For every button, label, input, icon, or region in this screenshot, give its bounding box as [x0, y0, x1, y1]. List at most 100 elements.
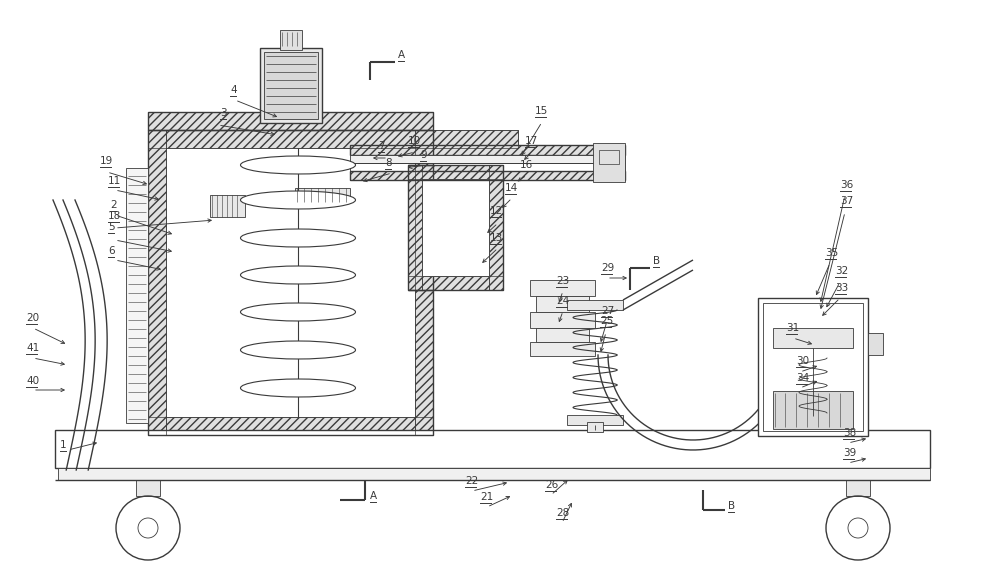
Bar	[148, 112, 433, 130]
Bar	[433, 130, 518, 148]
Bar	[295, 188, 350, 202]
Bar	[408, 276, 503, 290]
Bar	[868, 333, 883, 355]
Ellipse shape	[240, 229, 356, 247]
Bar	[136, 480, 160, 496]
Ellipse shape	[240, 191, 356, 209]
Bar	[587, 422, 603, 432]
Text: 11: 11	[108, 176, 121, 186]
Bar	[599, 150, 619, 164]
Text: 35: 35	[825, 248, 838, 258]
Bar	[55, 430, 930, 468]
Bar	[763, 303, 863, 431]
Text: 7: 7	[378, 141, 385, 151]
Bar	[148, 130, 433, 435]
Bar	[126, 168, 148, 423]
Text: 22: 22	[465, 476, 478, 486]
Text: 32: 32	[835, 266, 848, 276]
Bar	[280, 30, 302, 50]
Bar	[536, 296, 589, 312]
Text: 2: 2	[110, 200, 117, 210]
Text: 23: 23	[556, 276, 569, 286]
Bar	[846, 480, 870, 496]
Bar	[210, 195, 245, 217]
Bar	[408, 165, 422, 290]
Bar	[415, 130, 433, 435]
Bar	[148, 130, 166, 435]
Bar	[593, 143, 625, 182]
Text: 40: 40	[26, 376, 39, 386]
Ellipse shape	[240, 379, 356, 397]
Bar	[264, 52, 318, 119]
Text: 24: 24	[556, 296, 569, 306]
Bar	[433, 130, 518, 148]
Text: 14: 14	[505, 183, 518, 193]
Bar	[567, 300, 623, 310]
Ellipse shape	[240, 341, 356, 359]
Text: 20: 20	[26, 313, 39, 323]
Bar	[148, 112, 433, 130]
Bar	[758, 298, 868, 436]
Ellipse shape	[240, 156, 356, 174]
Text: 10: 10	[408, 136, 421, 146]
Bar	[350, 171, 625, 180]
Bar	[530, 280, 595, 296]
Text: 1: 1	[60, 440, 67, 450]
Text: 15: 15	[535, 106, 548, 116]
Ellipse shape	[240, 266, 356, 284]
Text: B: B	[653, 256, 660, 266]
Text: 9: 9	[420, 150, 427, 160]
Bar	[148, 130, 433, 148]
Text: 27: 27	[601, 306, 614, 316]
Text: 12: 12	[490, 206, 503, 216]
Bar	[536, 328, 589, 342]
Bar	[148, 130, 166, 435]
Bar	[148, 417, 433, 435]
Bar	[415, 130, 433, 435]
Text: A: A	[370, 491, 377, 501]
Bar	[148, 112, 433, 130]
Text: 30: 30	[796, 356, 809, 366]
Bar	[350, 163, 625, 171]
Text: 26: 26	[545, 480, 558, 490]
Text: 19: 19	[100, 156, 113, 166]
Bar	[408, 165, 503, 290]
Text: 29: 29	[601, 263, 614, 273]
Text: 39: 39	[843, 448, 856, 458]
Bar	[489, 165, 503, 290]
Text: 37: 37	[840, 196, 853, 206]
Text: 13: 13	[490, 233, 503, 243]
Text: 31: 31	[786, 323, 799, 333]
Text: 4: 4	[230, 85, 237, 95]
Text: 41: 41	[26, 343, 39, 353]
Text: 36: 36	[840, 180, 853, 190]
Text: A: A	[398, 50, 405, 60]
Bar	[408, 165, 422, 290]
Bar	[422, 179, 489, 276]
Text: 6: 6	[108, 246, 115, 256]
Bar	[408, 276, 503, 290]
Bar	[58, 468, 930, 480]
Text: 21: 21	[480, 492, 493, 502]
Bar	[148, 130, 433, 148]
Bar	[489, 165, 503, 290]
Text: 18: 18	[108, 211, 121, 221]
Text: 8: 8	[385, 158, 392, 168]
Bar	[530, 312, 595, 328]
Text: 28: 28	[556, 508, 569, 518]
Bar	[260, 48, 322, 123]
Bar	[408, 165, 503, 179]
Text: B: B	[728, 501, 735, 511]
Bar	[350, 145, 625, 155]
Text: 34: 34	[796, 373, 809, 383]
Bar	[350, 145, 625, 155]
Text: 5: 5	[108, 222, 115, 232]
Bar	[773, 328, 853, 348]
Text: 16: 16	[520, 160, 533, 170]
Bar	[530, 342, 595, 356]
Bar	[350, 171, 625, 180]
Bar	[148, 417, 433, 435]
Bar	[350, 155, 625, 163]
Bar	[773, 391, 853, 429]
Text: 38: 38	[843, 428, 856, 438]
